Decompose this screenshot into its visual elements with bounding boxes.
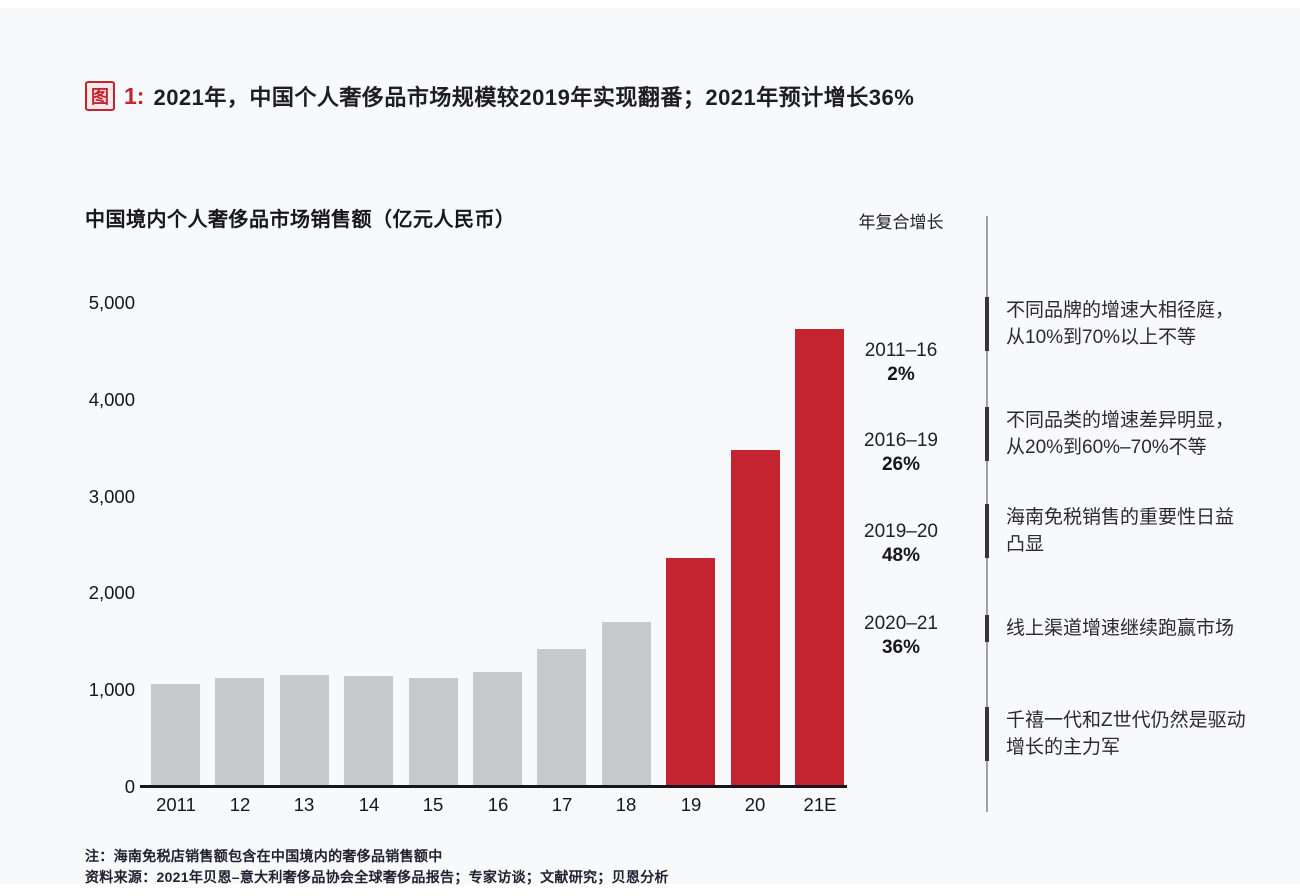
x-axis-label-14: 14 <box>358 794 380 815</box>
cagr-value: 36% <box>881 637 921 658</box>
y-axis-label-2000: 2,000 <box>88 582 135 603</box>
side-note-3: 海南免税销售的重要性日益 凸显 <box>985 504 1277 558</box>
bar-17 <box>537 649 586 785</box>
side-note-1: 不同品牌的增速大相径庭， 从10%到70%以上不等 <box>985 297 1277 351</box>
cagr-range: 2011–16 <box>864 340 938 361</box>
y-axis-label-1000: 1,000 <box>88 679 135 700</box>
bar-12 <box>215 678 264 785</box>
figure-headline: 图 1: 2021年，中国个人奢侈品市场规模较2019年实现翻番；2021年预计… <box>85 80 914 112</box>
y-axis-label-0: 0 <box>124 776 135 797</box>
cagr-block-2016–19: 2016–19 26% <box>843 429 959 477</box>
cagr-value: 2% <box>887 364 915 385</box>
cagr-block-2020–21: 2020–21 36% <box>843 612 959 660</box>
cagr-block-2011–16: 2011–16 2% <box>843 339 959 387</box>
x-axis-label-13: 13 <box>293 794 315 815</box>
cagr-range: 2016–19 <box>864 430 938 451</box>
cagr-range: 2019–20 <box>864 521 938 542</box>
y-axis-label-5000: 5,000 <box>88 292 135 313</box>
x-axis-label-16: 16 <box>487 794 509 815</box>
figure-label-icon: 图 <box>85 81 115 111</box>
cagr-value: 48% <box>881 545 921 566</box>
cagr-block-2019–20: 2019–20 48% <box>843 520 959 568</box>
x-axis-line <box>140 785 847 788</box>
side-note-4: 线上渠道增速继续跑赢市场 <box>985 615 1277 642</box>
chart-note: 注：海南免税店销售额包含在中国境内的奢侈品销售额中 <box>85 848 443 864</box>
bar-14 <box>344 676 393 785</box>
bar-20 <box>731 450 780 785</box>
side-note-5: 千禧一代和Z世代仍然是驱动 增长的主力军 <box>985 707 1277 761</box>
bar-15 <box>409 678 458 785</box>
chart-source: 资料来源：2021年贝恩–意大利奢侈品协会全球奢侈品报告；专家访谈；文献研究；贝… <box>85 869 669 885</box>
x-axis-label-2011: 2011 <box>156 794 196 815</box>
x-axis-label-18: 18 <box>615 794 637 815</box>
cagr-value: 26% <box>881 454 921 475</box>
figure-number: 1: <box>124 82 145 109</box>
x-axis-label-19: 19 <box>680 794 702 815</box>
bar-13 <box>280 675 329 785</box>
figure-title-text: 2021年，中国个人奢侈品市场规模较2019年实现翻番；2021年预计增长36% <box>153 85 915 110</box>
cagr-column-header: 年复合增长 <box>858 213 944 232</box>
bar-2011 <box>151 684 200 785</box>
y-axis-label-3000: 3,000 <box>88 486 135 507</box>
x-axis-label-17: 17 <box>551 794 573 815</box>
bar-21E <box>795 329 844 785</box>
bar-19 <box>666 558 715 785</box>
x-axis-label-20: 20 <box>744 794 766 815</box>
x-axis-label-21E: 21E <box>803 794 837 815</box>
bar-18 <box>602 622 651 785</box>
side-note-2: 不同品类的增速差异明显， 从20%到60%–70%不等 <box>985 407 1277 461</box>
y-axis-label-4000: 4,000 <box>88 389 135 410</box>
x-axis-label-12: 12 <box>229 794 251 815</box>
bar-16 <box>473 672 522 785</box>
cagr-range: 2020–21 <box>864 613 938 634</box>
x-axis-label-15: 15 <box>422 794 444 815</box>
chart-title: 中国境内个人奢侈品市场销售额（亿元人民币） <box>85 209 516 231</box>
